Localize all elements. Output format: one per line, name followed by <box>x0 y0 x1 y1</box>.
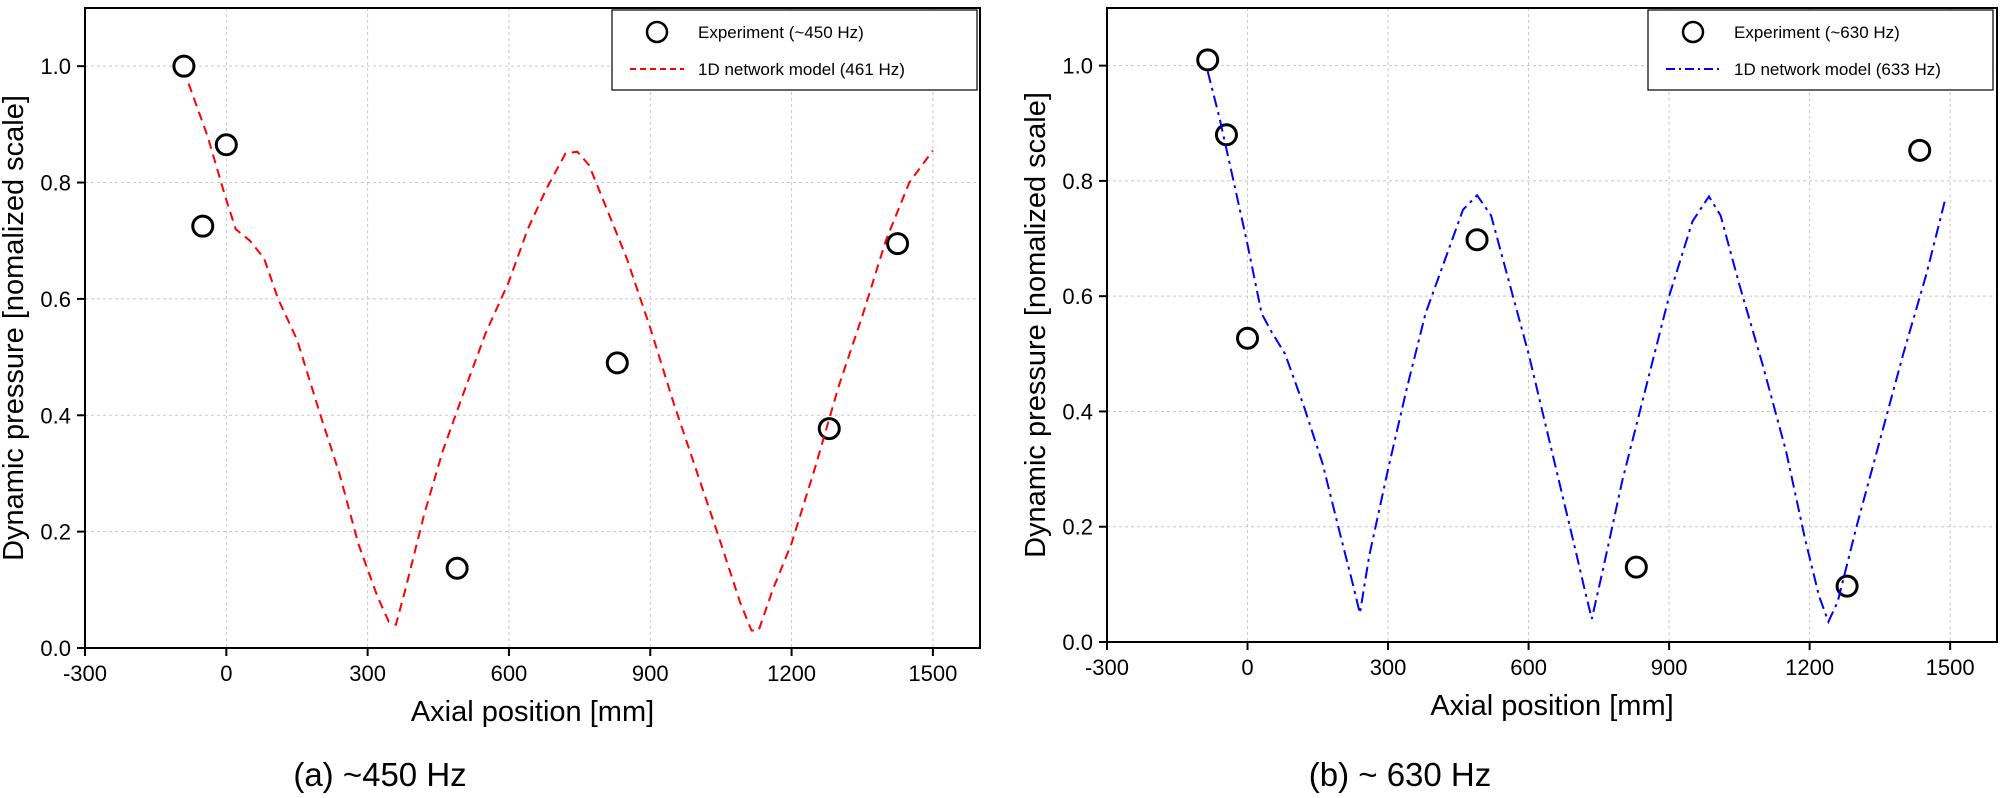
y-axis-label: Dynamic pressure [nomalized scale] <box>0 95 30 561</box>
chart-panel-b: -300 0 300 600 900 1200 1500 0.0 0.2 0.4 0.6 0.8 1.0… <box>1020 7 1998 793</box>
x-tick-label: 900 <box>632 661 669 686</box>
x-tick-label: 600 <box>1510 655 1547 680</box>
y-tick-label: 0.2 <box>1062 515 1093 540</box>
x-tick-label: 300 <box>1370 655 1407 680</box>
plot-frame <box>1106 7 1998 643</box>
y-tick-label: 0.2 <box>40 520 71 545</box>
x-tick-label: 1200 <box>1785 655 1834 680</box>
legend-label: 1D network model (461 Hz) <box>698 60 905 79</box>
series-line <box>187 83 934 632</box>
data-point <box>1236 326 1260 350</box>
series-line <box>1206 71 1947 625</box>
y-axis-label: Dynamic pressure [nomalized scale] <box>1020 92 1052 558</box>
x-tick-label: 900 <box>1651 655 1688 680</box>
data-point <box>1465 228 1489 252</box>
legend: Experiment (~630 Hz) 1D network model (63… <box>1647 9 1994 91</box>
y-tick-label: 0.0 <box>40 636 71 661</box>
legend-box <box>1647 9 1994 91</box>
legend-marker-swatch <box>1681 20 1705 44</box>
data-point <box>445 556 469 580</box>
y-tick-label: 0.4 <box>40 403 71 428</box>
x-tick-label: 600 <box>491 661 528 686</box>
legend-label: Experiment (~450 Hz) <box>698 23 864 42</box>
y-tick-label: 0.6 <box>40 287 71 312</box>
y-tick-label: 0.4 <box>1062 399 1093 424</box>
x-tick-label: 1500 <box>908 661 957 686</box>
x-tick-label: 1200 <box>767 661 816 686</box>
data-point <box>172 54 196 78</box>
y-tick-label: 0.8 <box>40 171 71 196</box>
chart-caption: (a) ~450 Hz <box>293 756 466 793</box>
data-point <box>1908 138 1932 162</box>
legend-marker-swatch <box>645 20 669 44</box>
y-tick-label: 1.0 <box>40 54 71 79</box>
data-point <box>605 351 629 375</box>
x-tick-label: -300 <box>1085 655 1129 680</box>
y-tick-label: 0.8 <box>1062 169 1093 194</box>
data-point <box>1196 48 1220 72</box>
y-tick-label: 0.6 <box>1062 284 1093 309</box>
data-point <box>191 214 215 238</box>
chart-panel-a: -300 0 300 600 900 1200 1500 0.0 0.2 0.4 0.6 0.8 1.0… <box>0 7 981 793</box>
x-tick-label: -300 <box>63 661 107 686</box>
chart-caption: (b) ~ 630 Hz <box>1309 756 1492 793</box>
legend-label: 1D network model (633 Hz) <box>1734 60 1941 79</box>
plot-frame <box>84 7 981 649</box>
x-axis-label: Axial position [mm] <box>411 696 654 728</box>
legend-box <box>611 9 978 91</box>
x-axis-label: Axial position [mm] <box>1430 690 1673 722</box>
data-point <box>214 133 238 157</box>
x-tick-label: 300 <box>349 661 386 686</box>
data-point <box>1624 555 1648 579</box>
legend-label: Experiment (~630 Hz) <box>1734 23 1900 42</box>
data-point <box>886 232 910 256</box>
x-tick-label: 0 <box>1241 655 1253 680</box>
legend: Experiment (~450 Hz) 1D network model (46… <box>611 9 978 91</box>
x-tick-label: 0 <box>220 661 232 686</box>
y-tick-label: 1.0 <box>1062 54 1093 79</box>
data-point <box>817 417 841 441</box>
x-tick-label: 1500 <box>1926 655 1975 680</box>
y-tick-label: 0.0 <box>1062 630 1093 655</box>
data-point <box>1214 123 1238 147</box>
